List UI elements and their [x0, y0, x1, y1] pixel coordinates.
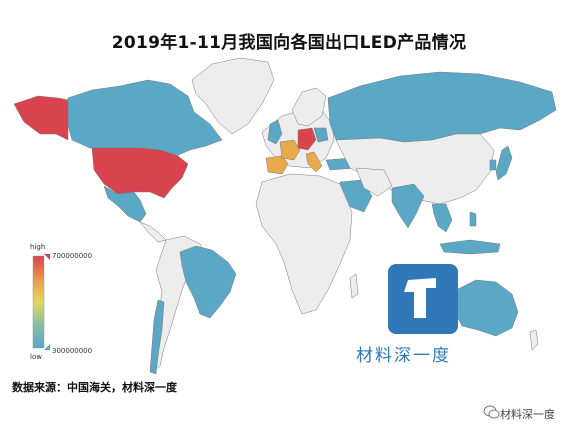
legend-max-marker: [44, 254, 50, 260]
region-australia: [453, 279, 519, 337]
region-southeast-asia: [431, 203, 453, 233]
region-spain: [265, 155, 289, 175]
watermark-text: 材料深一度: [356, 346, 451, 366]
watermark-logo: [388, 264, 458, 334]
region-italy: [305, 151, 323, 173]
region-middle-east: [355, 167, 393, 197]
region-greenland: [191, 57, 275, 135]
region-mexico: [103, 185, 147, 223]
region-india: [391, 183, 425, 229]
region-central-america: [139, 221, 167, 243]
region-chile: [149, 299, 165, 375]
legend-max-value: 700000000: [52, 252, 93, 260]
region-madagascar: [349, 273, 359, 299]
region-canada: [65, 79, 223, 157]
wechat-icon: [483, 405, 500, 419]
region-japan: [495, 145, 513, 181]
footer-account-name: 材料深一度: [500, 408, 555, 421]
legend-gradient-bar: [32, 255, 45, 349]
region-south-korea: [489, 159, 497, 171]
region-poland: [313, 127, 329, 143]
region-alaska: [13, 95, 69, 141]
legend-high-label: high: [30, 243, 46, 251]
region-germany: [297, 127, 317, 151]
region-russia: [327, 71, 557, 143]
region-united-states: [91, 147, 189, 199]
region-philippines: [469, 211, 477, 227]
region-france: [279, 139, 301, 161]
region-africa: [255, 173, 353, 315]
region-united-kingdom: [267, 119, 283, 145]
region-brazil: [179, 245, 237, 319]
region-new-zealand: [529, 329, 539, 351]
map-title: 2019年1-11月我国向各国出口LED产品情况: [111, 33, 467, 53]
legend-min-marker: [44, 344, 50, 350]
data-source-note: 数据来源：中国海关，材料深一度: [12, 381, 177, 394]
region-indonesia: [439, 239, 501, 255]
legend-low-label: low: [30, 353, 42, 361]
legend-min-value: 300000000: [52, 347, 93, 355]
region-scandinavia: [291, 87, 327, 127]
